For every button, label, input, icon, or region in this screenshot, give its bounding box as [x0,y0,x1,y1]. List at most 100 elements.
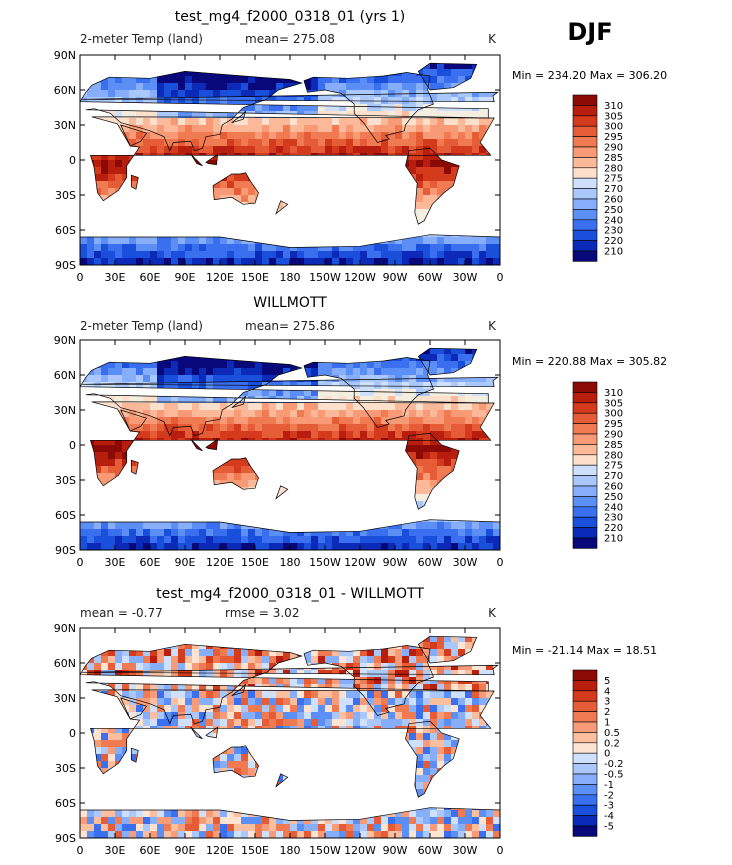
colorbar-label: -5 [604,822,614,833]
colorbar-box [572,700,598,712]
colorbar-label: 250 [604,492,623,503]
colorbar-box [572,516,598,528]
y-tick-label: 90S [55,259,76,272]
colorbar-box [572,105,598,117]
colorbar-label: -4 [604,811,614,822]
y-tick-label: 30S [55,189,76,202]
colorbar-box [572,423,598,435]
units-label: K [488,32,497,46]
y-tick-label: 90S [55,832,76,845]
colorbar-label: 295 [604,419,623,430]
colorbar-label: 285 [604,440,623,451]
y-tick-label: 60S [55,797,76,810]
x-tick-label: 30W [453,844,478,857]
coastline [303,357,434,428]
x-tick-label: 30E [105,844,126,857]
x-tick-label: 0 [77,844,84,857]
colorbar-label: 260 [604,482,623,493]
x-tick-label: 60E [140,844,161,857]
colorbar-label: 210 [604,534,623,545]
coastline [130,747,139,763]
colorbar-label: 305 [604,111,623,122]
colorbar-label: 270 [604,184,623,195]
colorbar-label: 240 [604,502,623,513]
coastline [405,147,460,225]
x-tick-label: 180 [280,844,301,857]
variable-label: 2-meter Temp (land) [80,32,203,46]
colorbar-box [572,721,598,733]
coastline [79,355,489,437]
x-tick-label: 90W [383,556,408,569]
coastline [79,643,489,725]
x-tick-label: 30W [453,271,478,284]
colorbar-label: 280 [604,163,623,174]
coastline [82,91,499,103]
coastline [275,485,289,500]
colorbar-label: 295 [604,132,623,143]
colorbar-label: 290 [604,143,623,154]
coastline [120,697,148,720]
coastline [205,438,219,451]
mean-label: mean = -0.77 [80,606,163,620]
x-tick-label: 120W [344,556,376,569]
variable-label: 2-meter Temp (land) [80,319,203,333]
colorbar-box [572,219,598,231]
coastline [417,347,478,376]
colorbar-label: 250 [604,205,623,216]
colorbar-box [572,732,598,744]
x-tick-label: 90W [383,271,408,284]
y-tick-label: 60S [55,509,76,522]
colorbar-box [572,94,598,106]
colorbar-box [572,784,598,796]
coastline [90,116,495,202]
y-tick-label: 0 [69,727,76,740]
coastline [212,745,259,778]
colorbar-box [572,454,598,466]
y-tick-label: 0 [69,154,76,167]
y-tick-label: 90N [54,334,76,347]
colorbar-label: 240 [604,215,623,226]
x-tick-label: 90E [175,844,196,857]
x-tick-label: 60W [418,556,443,569]
y-tick-label: 60S [55,224,76,237]
colorbar-box [572,167,598,179]
coastline [303,72,434,143]
x-tick-label: 150E [241,271,269,284]
panel-2: WILLMOTT 2-meter Temp (land) mean= 275.86 K… [54,295,667,569]
x-tick-label: 150E [241,556,269,569]
coastline [275,773,289,788]
colorbar-box [572,412,598,424]
colorbar-label: 260 [604,195,623,206]
coastline [82,376,499,388]
colorbar-box [572,537,598,549]
coastline [405,432,460,510]
coastline [120,124,148,147]
y-tick-label: 90N [54,49,76,62]
coastline [212,457,259,490]
colorbar-box [572,804,598,816]
y-tick-label: 60N [54,369,76,382]
x-tick-label: 60E [140,271,161,284]
colorbar-box [572,506,598,518]
coastline [90,401,495,487]
coastline [82,664,499,676]
colorbar-label: -0.5 [604,770,624,781]
colorbar-label: 0.2 [604,738,620,749]
colorbar-label: 4 [604,686,610,697]
colorbar-box [572,433,598,445]
panel-1: test_mg4_f2000_0318_01 (yrs 1) 2-meter Te… [54,9,667,284]
coastline [405,720,460,798]
units-label: K [488,319,497,333]
panel-3: test_mg4_f2000_0318_01 - WILLMOTT mean = … [54,586,657,857]
colorbar-label: 0 [604,749,610,760]
colorbar-label: 300 [604,409,623,420]
colorbar-box [572,444,598,456]
coastline [130,174,139,190]
colorbar-box [572,209,598,221]
coastline [231,110,247,124]
colorbar-box [572,240,598,252]
coastline [417,635,478,664]
units-label: K [488,606,497,620]
x-tick-label: 0 [77,556,84,569]
